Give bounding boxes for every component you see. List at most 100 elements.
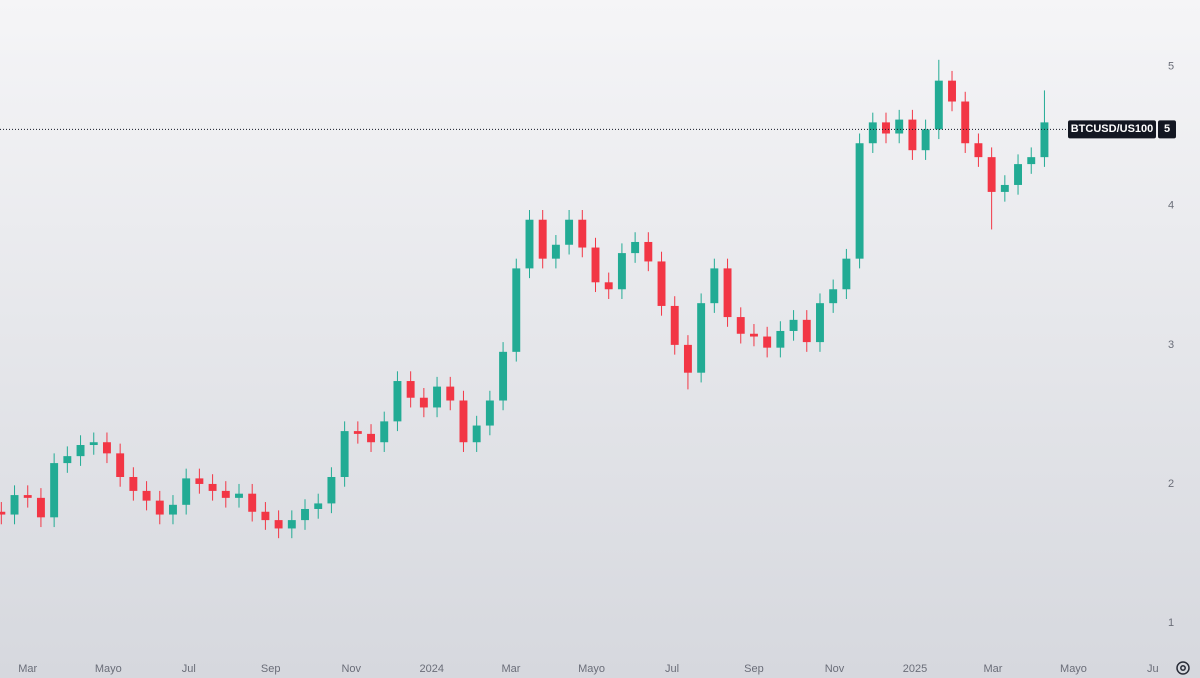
candle-body — [446, 386, 455, 401]
candle-body — [763, 336, 772, 348]
x-tick-label: Nov — [825, 663, 845, 675]
candle-body — [908, 119, 917, 151]
candle-body — [776, 330, 785, 348]
candle-body — [974, 143, 983, 158]
y-tick-label: 1 — [1168, 617, 1174, 629]
candle-body — [1000, 184, 1009, 192]
candle-body — [50, 463, 59, 518]
candle-body — [683, 344, 692, 373]
x-tick-label: Mar — [502, 663, 521, 675]
candle-body — [551, 244, 560, 259]
candle-body — [287, 520, 296, 529]
candle-body — [565, 219, 574, 245]
candle-body — [406, 381, 415, 398]
candle-body — [829, 289, 838, 304]
candle-body — [23, 495, 32, 498]
candle-body — [961, 101, 970, 144]
candle-body — [882, 122, 890, 134]
candle-body — [591, 247, 600, 283]
x-tick-label: Sep — [744, 663, 764, 675]
candle-body — [169, 504, 177, 515]
price-axis: 1 2 3 4 5 — [1168, 61, 1174, 629]
candle-body — [710, 268, 719, 304]
candle-body — [816, 303, 824, 343]
candle-body — [261, 511, 270, 521]
candle-body — [617, 253, 626, 290]
candle-body — [921, 129, 930, 151]
candle-body — [749, 333, 758, 337]
x-tick-label: Jul — [1147, 663, 1161, 675]
candle-body — [367, 433, 375, 443]
candle-body — [670, 305, 679, 345]
candle-body — [340, 431, 349, 477]
symbol-label: BTCUSD/US100 — [1071, 123, 1154, 135]
candle-body — [459, 400, 468, 443]
x-tick-label: Mar — [18, 663, 37, 675]
symbol-tag — [1068, 120, 1156, 139]
candle-body — [987, 157, 996, 192]
candle-body — [419, 397, 428, 408]
x-tick-label: Mayo — [95, 663, 122, 675]
candle-body — [538, 219, 547, 259]
candle-body — [314, 503, 323, 509]
candle-body — [102, 442, 111, 454]
candle-body — [195, 478, 204, 484]
candle-body — [63, 456, 72, 464]
candle-body — [723, 268, 732, 318]
candle-body — [1027, 157, 1036, 165]
candle-body — [631, 241, 640, 254]
x-tick-label: Sep — [261, 663, 281, 675]
candle-body — [578, 219, 587, 248]
x-tick-label: Jul — [665, 663, 679, 675]
candle-body — [842, 258, 851, 290]
x-tick-label: Mayo — [578, 663, 605, 675]
candle-body — [248, 493, 257, 512]
candle-body — [948, 80, 956, 102]
candle-body — [116, 453, 125, 477]
price-tag — [1158, 120, 1176, 139]
candle-body — [10, 495, 19, 515]
candle-body — [789, 319, 798, 331]
plot-area: Mar Mayo Jul Sep Nov 2024 Mar Mayo Jul Sep Nov 2025… — [0, 59, 1161, 675]
x-tick-label: Jul — [182, 663, 196, 675]
candle-body — [802, 319, 811, 343]
y-tick-label: 4 — [1168, 200, 1174, 212]
candle-body — [89, 442, 98, 446]
candle-body — [221, 490, 230, 498]
candle-body — [129, 476, 138, 491]
y-tick-label: 5 — [1168, 61, 1174, 73]
candle-body — [512, 268, 521, 352]
candle-body — [327, 476, 336, 504]
candle-body — [155, 500, 164, 515]
candle-body — [485, 400, 494, 426]
candle-body — [235, 493, 243, 498]
candle-body — [868, 122, 877, 144]
candle-body — [76, 445, 85, 457]
candle-body — [1014, 164, 1022, 185]
candle-body — [36, 497, 45, 518]
candle-body — [855, 143, 864, 259]
candle-body — [604, 282, 613, 290]
candle-body — [499, 351, 508, 401]
x-tick-label: Mayo — [1060, 663, 1087, 675]
candle-body — [393, 381, 402, 422]
candle-body — [353, 431, 362, 434]
x-tick-label: 2025 — [903, 663, 927, 675]
candle-body — [525, 219, 534, 269]
settings-button[interactable] — [1176, 661, 1190, 675]
candle-body — [934, 80, 943, 130]
candle-body — [142, 490, 151, 501]
x-tick-label: Mar — [983, 663, 1002, 675]
candle-body — [895, 119, 904, 134]
candle-body — [657, 261, 666, 306]
candle-body — [182, 478, 191, 505]
candle-body — [208, 483, 217, 491]
candle-body — [644, 241, 653, 262]
candle-body — [301, 508, 309, 521]
candle-body — [433, 386, 442, 408]
price-label: 5 — [1164, 123, 1170, 135]
x-tick-label: 2024 — [420, 663, 444, 675]
x-tick-label: Nov — [341, 663, 361, 675]
candle-body — [472, 425, 481, 443]
